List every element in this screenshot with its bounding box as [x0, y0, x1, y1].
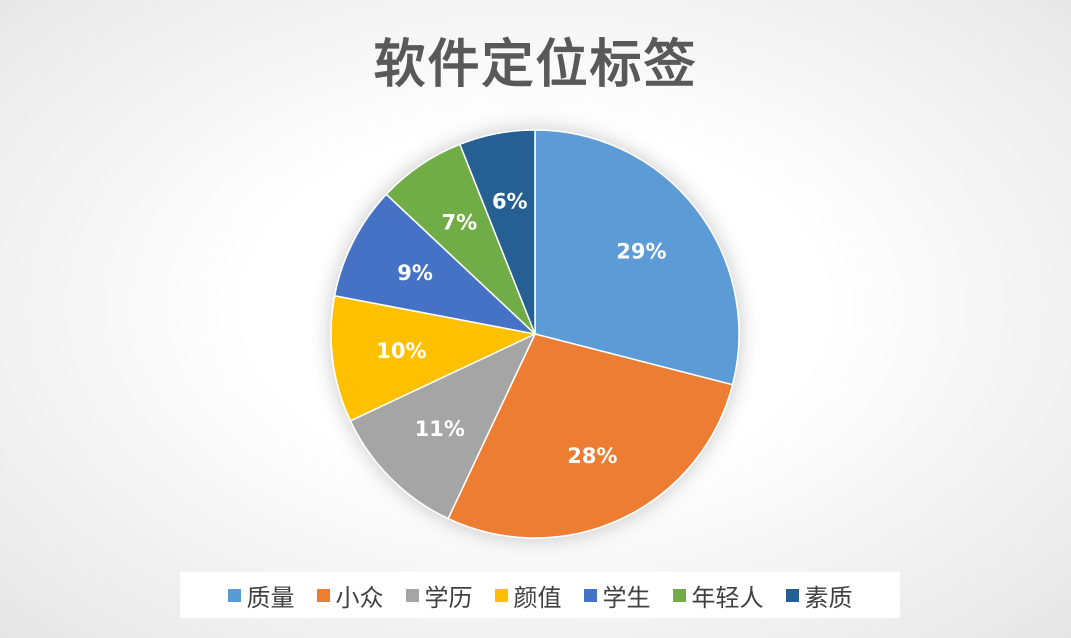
legend-item-3: 颜值: [494, 578, 562, 613]
legend-label-6: 素质: [804, 583, 853, 612]
pie-data-label-4: 9%: [397, 261, 433, 285]
pie-slice-3: [330, 294, 538, 422]
pie-data-label-3: 10%: [376, 339, 426, 363]
legend-swatch-5: [672, 588, 686, 602]
legend-item-4: 学生: [583, 578, 651, 613]
legend-label-3: 颜值: [513, 583, 562, 612]
legend-label-0: 质量: [246, 583, 295, 612]
pie-slices: [330, 129, 740, 539]
pie-slice-6: [458, 129, 536, 335]
legend-item-0: 质量: [227, 578, 295, 613]
pie-data-label-2: 11%: [415, 417, 465, 441]
legend-item-6: 素质: [785, 578, 853, 613]
legend-label-2: 学历: [424, 583, 473, 612]
legend-item-2: 学历: [405, 578, 473, 613]
legend-swatch-0: [227, 588, 241, 602]
chart-title: 软件定位标签: [373, 35, 698, 95]
chart-legend: 质量 小众 学历 颜值 学生 年轻人 素质: [180, 572, 900, 618]
pie-data-label-6: 6%: [492, 190, 528, 214]
pie-data-label-1: 28%: [567, 444, 617, 468]
pie-slice-2: [349, 332, 537, 520]
legend-label-1: 小众: [335, 583, 384, 612]
legend-swatch-1: [316, 588, 330, 602]
legend-swatch-2: [405, 588, 419, 602]
legend-item-1: 小众: [316, 578, 384, 613]
legend-swatch-6: [785, 588, 799, 602]
pie-data-labels: 29% 28% 11% 10% 9% 7% 6%: [376, 190, 666, 468]
legend-item-5: 年轻人: [672, 578, 764, 613]
pie-slice-0: [534, 129, 740, 386]
legend-label-5: 年轻人: [691, 583, 764, 612]
legend-label-4: 学生: [602, 583, 651, 612]
pie-slice-4: [333, 193, 538, 336]
legend-swatch-4: [583, 588, 597, 602]
pie-data-label-5: 7%: [441, 211, 477, 235]
legend-swatch-3: [494, 588, 508, 602]
pie-data-label-0: 29%: [616, 239, 666, 263]
pie-slice-1: [447, 333, 734, 539]
